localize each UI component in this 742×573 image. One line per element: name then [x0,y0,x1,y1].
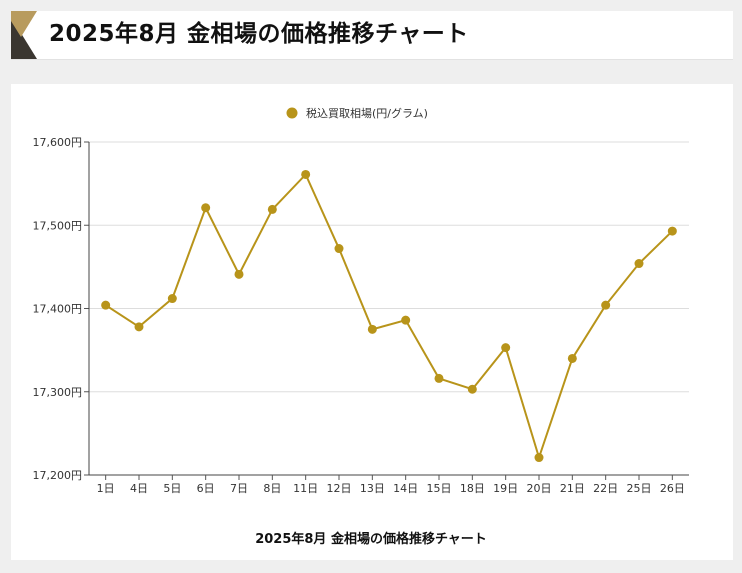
data-point[interactable] [267,204,277,214]
x-tick-label: 25日 [627,482,652,495]
data-point[interactable] [101,300,111,310]
x-tick-label: 8日 [263,482,281,495]
data-point[interactable] [134,322,144,332]
data-point[interactable] [467,384,477,394]
x-tick-label: 6日 [197,482,215,495]
x-tick-label: 14日 [393,482,418,495]
data-point[interactable] [434,373,444,383]
y-tick-label: 17,300円 [33,386,83,399]
x-tick-label: 11日 [293,482,318,495]
data-point[interactable] [167,294,177,304]
axes: 17,200円 17,300円 17,400円 17,500円 17,600円 1日 4日 5… [33,136,689,495]
data-point[interactable] [401,315,411,325]
series-layer [101,169,677,463]
x-tick-label: 15日 [427,482,452,495]
chart-panel: 17,200円 17,300円 17,400円 17,500円 17,600円 1日 4日 5… [11,84,733,560]
page-header: 2025年8月 金相場の価格推移チャート [11,11,733,60]
x-tick-label: 1日 [97,482,115,495]
chart-legend[interactable]: 税込買取相場(円/グラム) [286,106,428,120]
data-point[interactable] [367,324,377,334]
x-tick-label: 5日 [163,482,181,495]
price-line-chart: 17,200円 17,300円 17,400円 17,500円 17,600円 1日 4日 5… [33,106,689,547]
data-point[interactable] [501,343,511,353]
legend-marker [286,107,298,119]
brand-logo [11,11,37,59]
x-tick-label: 12日 [327,482,352,495]
grid-lines [89,141,689,393]
y-tick-label: 17,400円 [33,303,83,316]
x-tick-label: 22日 [593,482,618,495]
series-line [105,172,674,461]
page-title: 2025年8月 金相場の価格推移チャート [49,21,469,47]
data-point[interactable] [301,169,311,179]
data-point[interactable] [234,269,244,279]
x-tick-label: 19日 [493,482,518,495]
data-point[interactable] [334,244,344,254]
x-tick-label: 4日 [130,482,148,495]
data-point[interactable] [534,453,544,463]
x-tick-label: 26日 [660,482,685,495]
y-tick-label: 17,500円 [33,219,83,232]
x-tick-label: 18日 [460,482,485,495]
x-tick-label: 20日 [527,482,552,495]
data-point[interactable] [601,300,611,310]
y-tick-label: 17,600円 [33,136,83,149]
y-tick-label: 17,200円 [33,469,83,482]
chart-title: 2025年8月 金相場の価格推移チャート [255,531,487,547]
x-tick-label: 21日 [560,482,585,495]
data-point[interactable] [634,259,644,269]
x-tick-label: 7日 [230,482,248,495]
x-tick-label: 13日 [360,482,385,495]
data-point[interactable] [201,203,211,213]
legend-label: 税込買取相場(円/グラム) [306,106,428,120]
data-point[interactable] [667,226,677,236]
data-point[interactable] [567,353,577,363]
